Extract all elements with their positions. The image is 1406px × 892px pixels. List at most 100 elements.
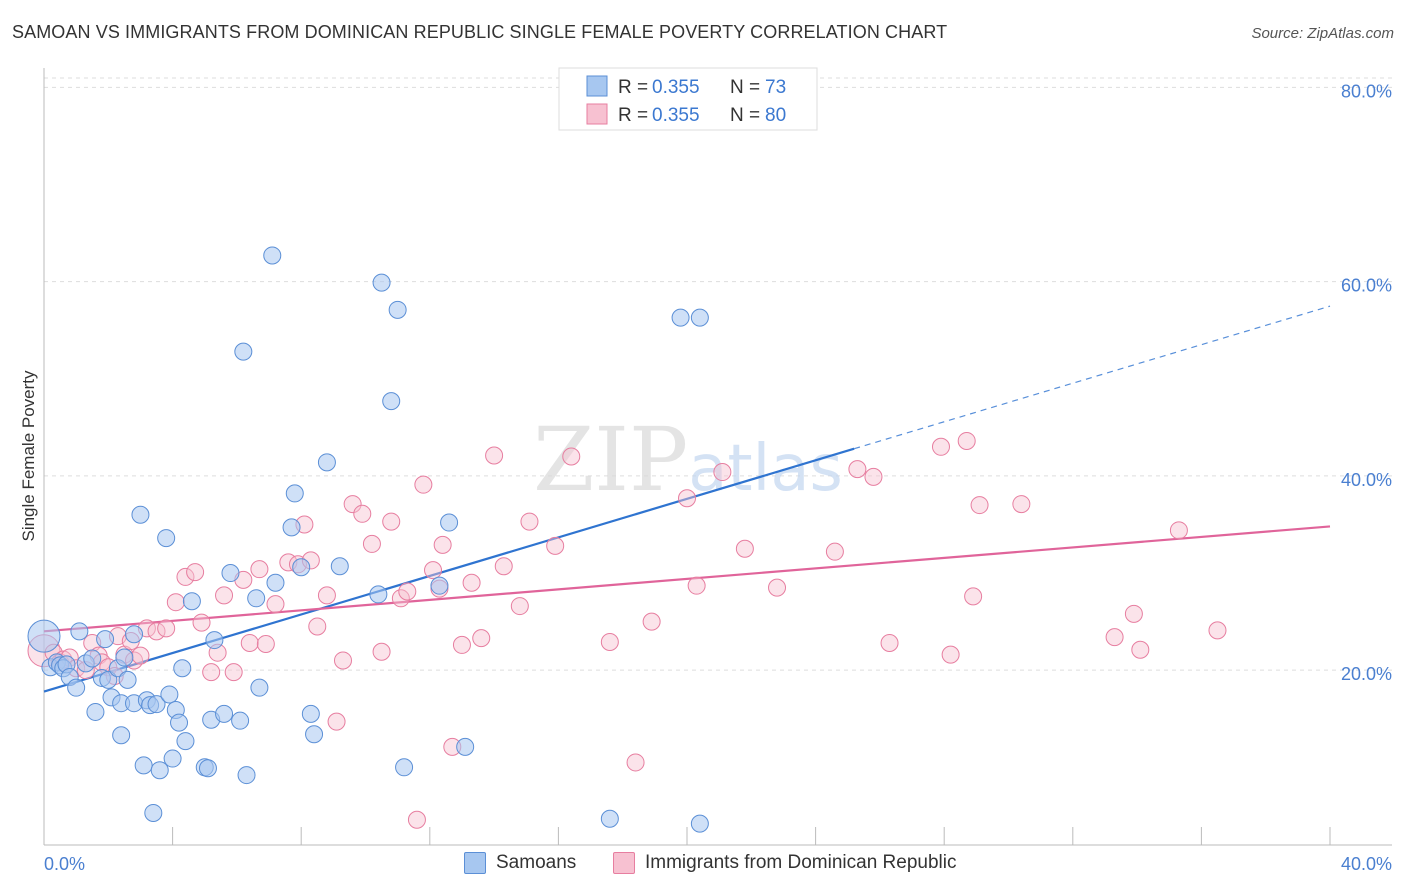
point-dominican — [1169, 521, 1188, 540]
point-samoans — [690, 814, 709, 833]
point-samoans — [86, 702, 105, 721]
y-tick-label: 80.0% — [1341, 81, 1392, 101]
point-dominican — [1131, 640, 1150, 659]
point-dominican — [372, 642, 391, 661]
legend-n-value-dominican: 80 — [765, 105, 786, 126]
point-dominican — [353, 504, 372, 523]
point-samoans — [372, 273, 391, 292]
point-samoans — [430, 576, 449, 595]
point-dominican — [642, 612, 661, 631]
point-dominican — [485, 446, 504, 465]
legend-swatch-samoans — [586, 75, 608, 97]
trend-line-dominican — [43, 525, 1331, 633]
point-dominican — [240, 633, 259, 652]
x-tick-label-40: 40.0% — [1341, 854, 1392, 874]
point-samoans — [176, 732, 195, 751]
point-samoans — [263, 246, 282, 265]
y-tick-label: 40.0% — [1341, 470, 1392, 490]
y-tick-label: 20.0% — [1341, 664, 1392, 684]
point-dominican — [308, 617, 327, 636]
point-dominican — [414, 475, 433, 494]
point-dominican — [494, 557, 513, 576]
point-dominican — [186, 563, 205, 582]
point-samoans — [215, 704, 234, 723]
point-dominican — [382, 512, 401, 531]
x-tick-label-0: 0.0% — [44, 854, 85, 874]
point-dominican — [215, 586, 234, 605]
bottom-legend-label-samoans: Samoans — [496, 852, 577, 873]
point-dominican — [626, 753, 645, 772]
point-dominican — [192, 613, 211, 632]
point-dominican — [678, 489, 696, 508]
point-samoans — [205, 631, 224, 650]
point-dominican — [131, 646, 150, 665]
bottom-legend-swatch-dominican — [613, 852, 635, 874]
point-samoans — [285, 484, 304, 503]
point-dominican — [407, 810, 426, 829]
point-dominican — [343, 495, 362, 514]
point-dominican — [224, 663, 243, 682]
point-samoans — [163, 749, 182, 768]
point-dominican — [250, 560, 269, 579]
point-samoans — [600, 809, 619, 828]
point-samoans — [305, 725, 324, 744]
watermark-zip: ZIP — [533, 408, 688, 511]
legend-n-label-samoans: N = — [730, 77, 765, 98]
legend-r-value-samoans: 0.355 — [652, 77, 700, 98]
point-samoans — [301, 704, 320, 723]
point-dominican — [1208, 621, 1227, 640]
point-dominican — [562, 447, 581, 466]
point-dominican — [391, 589, 410, 608]
point-samoans — [170, 713, 189, 732]
point-dominican — [864, 467, 883, 486]
point-dominican — [1012, 495, 1031, 514]
point-dominican — [768, 578, 787, 597]
legend-r-value-dominican: 0.355 — [652, 105, 700, 126]
point-dominican — [957, 431, 976, 450]
bottom-legend-dominican: Immigrants from Dominican Republic — [613, 852, 957, 874]
point-dominican — [256, 634, 275, 653]
trend-line-samoans — [43, 447, 855, 693]
legend-r-label-dominican: R = — [618, 105, 653, 126]
point-samoans — [231, 711, 250, 730]
point-samoans — [70, 622, 89, 641]
point-dominican — [970, 496, 989, 515]
point-dominican — [1124, 604, 1143, 623]
point-samoans — [237, 766, 256, 785]
point-dominican — [687, 576, 706, 595]
y-tick-label: 60.0% — [1341, 276, 1392, 296]
bottom-legend: Samoans Immigrants from Dominican Republ… — [0, 852, 1406, 876]
point-dominican — [713, 463, 732, 482]
y-tick-labels: 20.0% 40.0% 60.0% 80.0% — [1341, 81, 1392, 684]
point-dominican — [398, 582, 417, 601]
trend-lines — [43, 305, 1331, 693]
bottom-legend-samoans: Samoans — [464, 852, 576, 874]
point-samoans — [150, 761, 169, 780]
point-dominican — [452, 635, 471, 654]
point-dominican — [510, 597, 529, 616]
point-dominican — [266, 595, 285, 614]
legend-n-label-dominican: N = — [730, 105, 765, 126]
x-axis-ticks — [43, 827, 1331, 845]
point-dominican — [433, 535, 452, 554]
point-samoans — [221, 564, 240, 583]
point-dominican — [157, 619, 176, 638]
point-samoans — [382, 392, 401, 411]
legend-r-label-samoans: R = — [618, 77, 653, 98]
point-dominican — [1105, 628, 1124, 647]
point-samoans — [198, 759, 217, 778]
point-dominican — [931, 437, 950, 456]
point-dominican — [880, 633, 899, 652]
point-dominican — [941, 645, 960, 664]
point-samoans — [182, 592, 201, 611]
point-samoans — [282, 518, 301, 537]
point-samoans — [147, 695, 166, 714]
point-dominican — [202, 663, 221, 682]
point-dominican — [546, 536, 565, 555]
point-samoans — [27, 619, 61, 653]
point-samoans — [369, 585, 388, 604]
point-dominican — [472, 629, 491, 648]
point-samoans — [67, 678, 86, 697]
point-samoans — [250, 678, 269, 697]
